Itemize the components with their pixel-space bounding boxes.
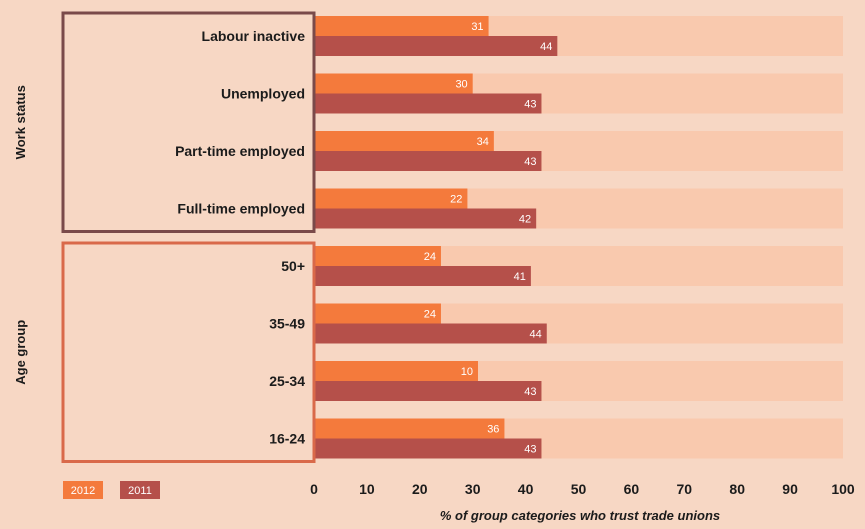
data-label-2012: 10 bbox=[461, 366, 473, 378]
data-label-2011: 43 bbox=[524, 386, 536, 398]
bar-2012 bbox=[314, 73, 473, 94]
x-tick-label: 0 bbox=[310, 481, 318, 497]
bar-2012 bbox=[314, 418, 505, 439]
category-label: Labour inactive bbox=[202, 28, 306, 44]
x-tick-label: 20 bbox=[412, 481, 428, 497]
bars bbox=[314, 16, 558, 459]
data-label-2012: 36 bbox=[487, 424, 499, 436]
data-labels: 31 44 30 43 34 43 22 42 24 41 24 44 10 43 36 43 bbox=[424, 21, 553, 456]
bar-2011 bbox=[314, 323, 547, 344]
legend: 2012 2011 bbox=[63, 481, 160, 499]
data-label-2012: 34 bbox=[477, 136, 489, 148]
group-box bbox=[61, 11, 316, 233]
data-label-2011: 44 bbox=[530, 329, 542, 341]
group-boxes: Work status Age group bbox=[13, 11, 316, 463]
data-label-2011: 43 bbox=[524, 444, 536, 456]
bar-2012 bbox=[314, 16, 489, 36]
x-tick-label: 50 bbox=[571, 481, 587, 497]
data-label-2011: 43 bbox=[524, 156, 536, 168]
data-label-2011: 41 bbox=[514, 271, 526, 283]
x-tick-label: 60 bbox=[624, 481, 640, 497]
x-axis-ticks: 0 10 20 30 40 50 60 70 80 90 100 bbox=[310, 481, 855, 497]
data-label-2011: 43 bbox=[524, 99, 536, 111]
group-label: Work status bbox=[13, 85, 28, 159]
group-label: Age group bbox=[13, 320, 28, 385]
category-label: Part-time employed bbox=[175, 143, 305, 159]
category-label: Full-time employed bbox=[177, 201, 305, 217]
bar-2012 bbox=[314, 131, 494, 151]
legend-label-2011: 2011 bbox=[128, 485, 152, 497]
x-tick-label: 80 bbox=[729, 481, 745, 497]
data-label-2012: 24 bbox=[424, 309, 436, 321]
bar-2011 bbox=[314, 36, 558, 56]
x-axis-label: % of group categories who trust trade un… bbox=[440, 508, 720, 523]
bar-2012 bbox=[314, 188, 468, 209]
bar-2012 bbox=[314, 246, 441, 266]
legend-swatch-2011 bbox=[120, 481, 160, 499]
legend-swatch-2012 bbox=[63, 481, 103, 499]
data-label-2012: 24 bbox=[424, 251, 436, 263]
x-tick-label: 100 bbox=[831, 481, 855, 497]
data-label-2012: 31 bbox=[471, 21, 483, 33]
category-label: 16-24 bbox=[269, 431, 305, 447]
bar-2012 bbox=[314, 361, 478, 381]
x-tick-label: 70 bbox=[677, 481, 693, 497]
data-label-2011: 42 bbox=[519, 214, 531, 226]
data-label-2011: 44 bbox=[540, 41, 552, 53]
category-label: Unemployed bbox=[221, 86, 305, 102]
x-tick-label: 40 bbox=[518, 481, 534, 497]
category-label: 35-49 bbox=[269, 316, 305, 332]
bar-2011 bbox=[314, 208, 537, 229]
bar-2011 bbox=[314, 266, 531, 286]
x-tick-label: 90 bbox=[782, 481, 798, 497]
data-label-2012: 22 bbox=[450, 194, 462, 206]
data-label-2012: 30 bbox=[455, 79, 467, 91]
x-tick-label: 30 bbox=[465, 481, 481, 497]
legend-label-2012: 2012 bbox=[71, 485, 95, 497]
x-tick-label: 10 bbox=[359, 481, 375, 497]
bar-2011 bbox=[314, 381, 542, 401]
category-label: 25-34 bbox=[269, 373, 305, 389]
bar-2011 bbox=[314, 151, 542, 171]
bar-2011 bbox=[314, 438, 542, 459]
category-labels: Labour inactive Unemployed Part-time emplo… bbox=[175, 28, 305, 447]
bar-2012 bbox=[314, 303, 441, 324]
group-box bbox=[61, 241, 316, 463]
bar-2011 bbox=[314, 93, 542, 114]
category-label: 50+ bbox=[281, 258, 305, 274]
